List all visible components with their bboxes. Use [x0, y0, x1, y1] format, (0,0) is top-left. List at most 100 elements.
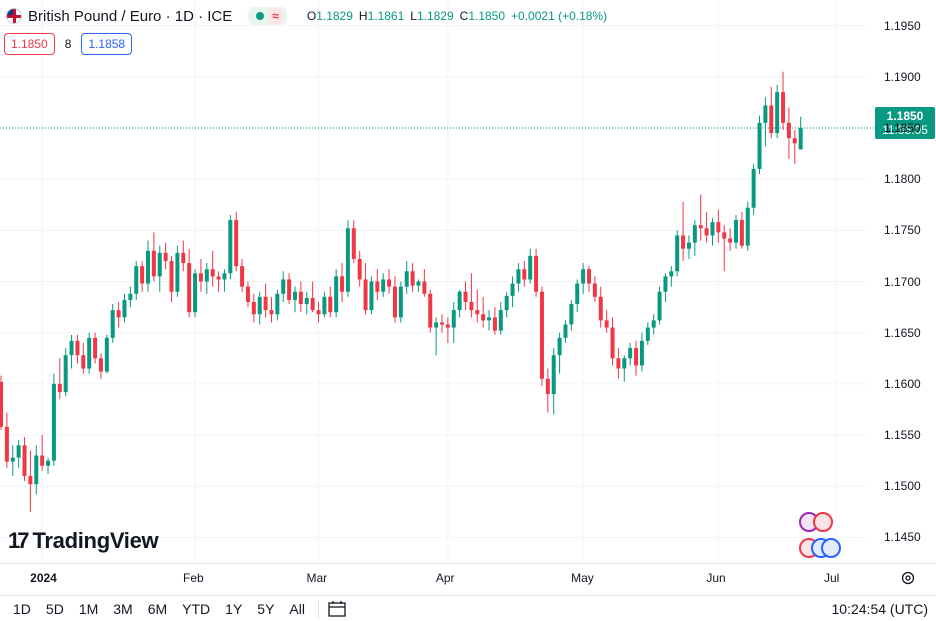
candle[interactable] — [63, 348, 68, 397]
candle[interactable] — [522, 261, 527, 287]
candle[interactable] — [98, 353, 103, 379]
candle[interactable] — [722, 225, 727, 272]
candle[interactable] — [10, 445, 15, 476]
candle[interactable] — [463, 281, 468, 311]
candle[interactable] — [475, 289, 480, 323]
candle[interactable] — [639, 332, 644, 372]
candle[interactable] — [122, 293, 127, 323]
candle[interactable] — [510, 276, 515, 308]
candle[interactable] — [222, 269, 227, 292]
price-chart[interactable] — [0, 0, 936, 595]
candle[interactable] — [751, 163, 756, 215]
candle[interactable] — [775, 84, 780, 139]
candle[interactable] — [628, 342, 633, 366]
candle[interactable] — [240, 258, 245, 292]
candle[interactable] — [704, 211, 709, 243]
candle[interactable] — [557, 332, 562, 374]
candle[interactable] — [686, 235, 691, 259]
candle[interactable] — [116, 301, 121, 328]
candle[interactable] — [634, 340, 639, 376]
candle[interactable] — [357, 250, 362, 287]
candle[interactable] — [193, 269, 198, 318]
candle[interactable] — [604, 310, 609, 333]
candle[interactable] — [257, 291, 262, 325]
candle[interactable] — [681, 201, 686, 262]
candle[interactable] — [792, 130, 797, 164]
candle[interactable] — [245, 281, 250, 308]
candle[interactable] — [381, 273, 386, 297]
candle[interactable] — [469, 273, 474, 318]
candle[interactable] — [387, 269, 392, 294]
candle[interactable] — [134, 261, 139, 300]
gear-icon[interactable] — [900, 570, 916, 586]
candle[interactable] — [4, 412, 9, 468]
candle[interactable] — [322, 291, 327, 318]
candle[interactable] — [81, 342, 86, 374]
candle[interactable] — [739, 211, 744, 249]
candle[interactable] — [146, 240, 150, 292]
candle[interactable] — [710, 218, 715, 246]
candle[interactable] — [669, 266, 674, 287]
eu-event-icon-2[interactable] — [821, 538, 841, 558]
candle[interactable] — [445, 317, 450, 343]
symbol-title[interactable]: British Pound / Euro · 1D · ICE — [28, 7, 233, 25]
candle[interactable] — [0, 375, 3, 430]
candle[interactable] — [187, 248, 192, 318]
uk-event-icon[interactable] — [813, 512, 833, 532]
candle[interactable] — [340, 263, 345, 302]
candle[interactable] — [716, 209, 721, 243]
candle[interactable] — [28, 450, 33, 512]
candle[interactable] — [328, 286, 333, 318]
candle[interactable] — [251, 293, 256, 323]
candle[interactable] — [104, 334, 109, 374]
candle[interactable] — [410, 263, 415, 292]
candle[interactable] — [734, 214, 738, 249]
candle[interactable] — [151, 232, 156, 282]
candle[interactable] — [175, 245, 180, 297]
candle[interactable] — [228, 214, 233, 280]
candle[interactable] — [181, 240, 186, 272]
candle[interactable] — [487, 310, 492, 331]
candle[interactable] — [534, 248, 539, 297]
candle[interactable] — [293, 286, 297, 313]
candle[interactable] — [645, 322, 650, 345]
candle[interactable] — [786, 107, 791, 159]
candle[interactable] — [140, 261, 145, 292]
candle[interactable] — [57, 358, 62, 400]
range-5y-button[interactable]: 5Y — [257, 600, 275, 617]
candle[interactable] — [598, 286, 603, 328]
candle[interactable] — [369, 276, 374, 315]
range-5d-button[interactable]: 5D — [45, 600, 64, 617]
candle[interactable] — [75, 334, 80, 364]
candle[interactable] — [216, 271, 221, 292]
range-all-button[interactable]: All — [289, 600, 305, 617]
calendar-range-icon[interactable] — [327, 600, 349, 618]
candle[interactable] — [498, 301, 503, 335]
candle[interactable] — [539, 286, 544, 386]
candle[interactable] — [581, 263, 586, 294]
candle[interactable] — [457, 289, 462, 318]
candle[interactable] — [592, 276, 597, 302]
candle[interactable] — [657, 286, 662, 325]
candle[interactable] — [234, 211, 239, 272]
candle[interactable] — [298, 281, 303, 313]
candle[interactable] — [163, 242, 168, 270]
candle[interactable] — [287, 273, 292, 305]
candle[interactable] — [310, 281, 315, 313]
candle[interactable] — [398, 281, 403, 323]
candle[interactable] — [16, 440, 21, 468]
candle[interactable] — [745, 201, 750, 251]
candle[interactable] — [434, 317, 439, 356]
candle[interactable] — [587, 266, 591, 292]
candle[interactable] — [198, 258, 203, 292]
candle[interactable] — [304, 291, 309, 315]
candle[interactable] — [40, 435, 45, 471]
candle[interactable] — [275, 289, 280, 321]
range-ytd-button[interactable]: YTD — [182, 600, 211, 617]
candle[interactable] — [363, 263, 368, 315]
tradingview-logo[interactable]: 17 TradingView — [8, 528, 159, 554]
candle[interactable] — [492, 307, 497, 335]
candle[interactable] — [392, 276, 397, 323]
candle[interactable] — [481, 296, 486, 328]
market-status[interactable]: ≈ — [248, 7, 287, 25]
